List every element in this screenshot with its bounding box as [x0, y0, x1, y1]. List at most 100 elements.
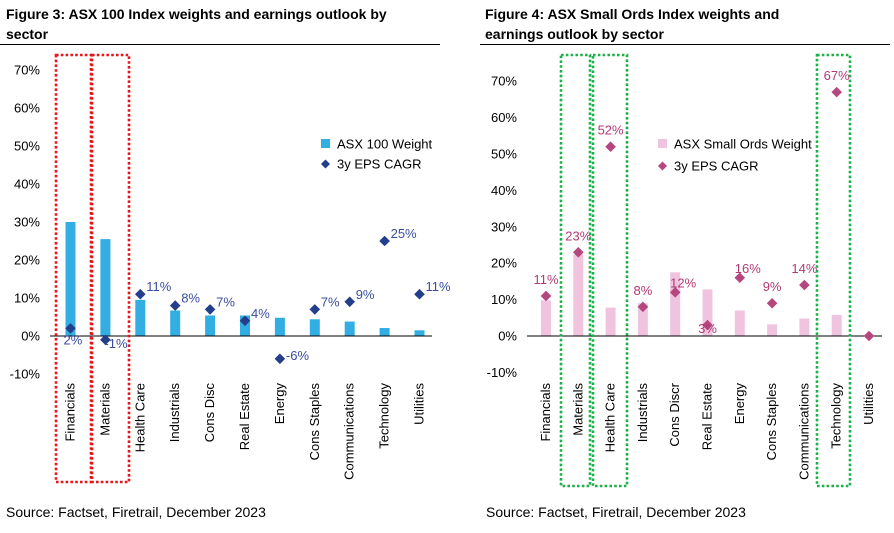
y-tick-label: 70%: [491, 74, 517, 89]
eps-data-label: 7%: [321, 294, 340, 309]
x-category-label: Real Estate: [237, 383, 252, 450]
x-category-label: Financials: [538, 383, 553, 442]
eps-marker-energy: [274, 353, 286, 365]
figure-4-source: Source: Factset, Firetrail, December 202…: [486, 504, 746, 520]
y-tick-label: 20%: [14, 253, 40, 268]
bar-financials: [65, 222, 76, 336]
bar-materials: [573, 254, 584, 336]
eps-data-label: 8%: [181, 291, 200, 306]
x-category-label: Health Care: [132, 383, 147, 452]
y-tick-label: 10%: [491, 292, 517, 307]
legend-bar-label: ASX 100 Weight: [337, 137, 433, 152]
x-category-label: Cons Staples: [307, 383, 322, 461]
x-category-label: Cons Disc: [202, 383, 217, 443]
eps-data-label: 7%: [216, 294, 235, 309]
y-tick-label: 70%: [14, 63, 40, 78]
bar-energy: [274, 317, 285, 336]
y-tick-label: 40%: [14, 177, 40, 192]
eps-marker-cons-discr: [669, 287, 681, 298]
y-tick-label: 60%: [14, 101, 40, 116]
eps-marker-communications: [344, 296, 355, 308]
eps-marker-utilities: [414, 288, 425, 300]
eps-data-label: 25%: [391, 226, 417, 241]
eps-data-label: 11%: [146, 279, 171, 294]
figure-4-title-line2: earnings outlook by sector: [485, 26, 664, 42]
eps-data-label: 52%: [598, 123, 624, 138]
x-category-label: Communications: [342, 383, 357, 480]
eps-marker-health-care: [605, 141, 616, 153]
eps-data-label: -1%: [104, 336, 128, 351]
eps-data-label: 8%: [634, 283, 653, 298]
eps-data-label: 11%: [533, 272, 558, 287]
bar-communications: [344, 321, 355, 336]
eps-marker-cons-disc: [204, 304, 216, 315]
eps-data-label: 9%: [356, 287, 375, 302]
y-tick-label: -10%: [487, 365, 518, 380]
figure-3-source: Source: Factset, Firetrail, December 202…: [6, 504, 266, 520]
x-category-label: Energy: [272, 383, 287, 425]
eps-marker-materials: [573, 246, 584, 258]
y-tick-label: -10%: [10, 367, 41, 382]
figure-3-chart: -10% 0% 10% 20% 30% 40% 50% 60% 70% 2% -1% 11% 8% 7% 4…: [10, 53, 451, 484]
y-tick-label: 10%: [14, 291, 40, 306]
bar-industrials: [170, 310, 181, 336]
y-tick-label: 50%: [14, 139, 40, 154]
eps-data-label: 11%: [426, 279, 451, 294]
x-category-label: Materials: [570, 383, 585, 436]
figure-3-title: Figure 3: ASX 100 Index weights and earn…: [6, 4, 446, 44]
figure-3-panel: Figure 3: ASX 100 Index weights and earn…: [0, 4, 451, 520]
highlight-box-materials: [559, 53, 592, 488]
x-category-label: Energy: [732, 383, 747, 425]
bar-technology: [379, 328, 390, 336]
bar-materials: [100, 239, 111, 336]
legend-eps-label: 3y EPS CAGR: [337, 157, 422, 172]
eps-data-label: 16%: [735, 261, 761, 276]
eps-data-label: 9%: [763, 279, 782, 294]
legend-bar-swatch: [658, 139, 667, 148]
x-category-label: Real Estate: [700, 383, 715, 450]
figure-3-title-rule: [0, 44, 440, 45]
x-category-label: Industrials: [635, 383, 650, 443]
eps-marker-financials: [65, 323, 76, 334]
x-category-label: Materials: [97, 383, 112, 436]
figure-4-title-rule: [480, 44, 890, 45]
eps-data-label: 3%: [698, 321, 717, 336]
bar-health-care: [605, 307, 616, 336]
x-category-label: Technology: [377, 383, 392, 449]
bar-cons-disc: [205, 315, 216, 336]
eps-marker-materials: [100, 334, 111, 346]
eps-data-label: 67%: [824, 68, 850, 83]
figure-4-chart: -10% 0% 10% 20% 30% 40% 50% 60% 70% 11% 23% 52% 8% 12…: [487, 53, 882, 488]
bar-cons-staples: [767, 324, 778, 336]
eps-data-label: 12%: [670, 275, 696, 290]
x-category-label: Financials: [63, 383, 78, 442]
bar-energy: [734, 310, 745, 336]
eps-marker-financials: [540, 290, 552, 302]
figure-4-panel: Figure 4: ASX Small Ords Index weights a…: [480, 0, 894, 533]
bar-communications: [799, 318, 810, 336]
eps-marker-real-estate: [239, 315, 251, 327]
x-category-label: Cons Staples: [764, 383, 779, 461]
figure-3-title-line2: sector: [6, 26, 49, 42]
eps-data-label: 2%: [64, 332, 83, 347]
eps-marker-health-care: [135, 288, 146, 300]
bar-technology: [831, 314, 842, 336]
y-tick-label: 0%: [21, 329, 40, 344]
x-category-label: Cons Discr: [667, 382, 682, 446]
y-tick-label: 30%: [491, 219, 517, 234]
y-tick-label: 20%: [491, 256, 517, 271]
eps-marker-utilities: [863, 330, 875, 342]
eps-marker-industrials: [169, 300, 181, 311]
y-tick-label: 0%: [498, 329, 517, 344]
eps-marker-cons-staples: [766, 297, 778, 309]
eps-marker-technology: [831, 86, 842, 98]
bar-cons-discr: [670, 272, 681, 336]
highlight-box-health-care: [591, 53, 629, 488]
x-category-label: Health Care: [603, 383, 618, 452]
eps-marker-industrials: [637, 301, 649, 313]
figure-3-title-line1: Figure 3: ASX 100 Index weights and earn…: [6, 6, 387, 22]
x-category-label: Utilities: [861, 383, 876, 425]
eps-data-label: 23%: [565, 228, 591, 243]
y-tick-label: 40%: [491, 183, 517, 198]
eps-data-label: 4%: [251, 306, 270, 321]
